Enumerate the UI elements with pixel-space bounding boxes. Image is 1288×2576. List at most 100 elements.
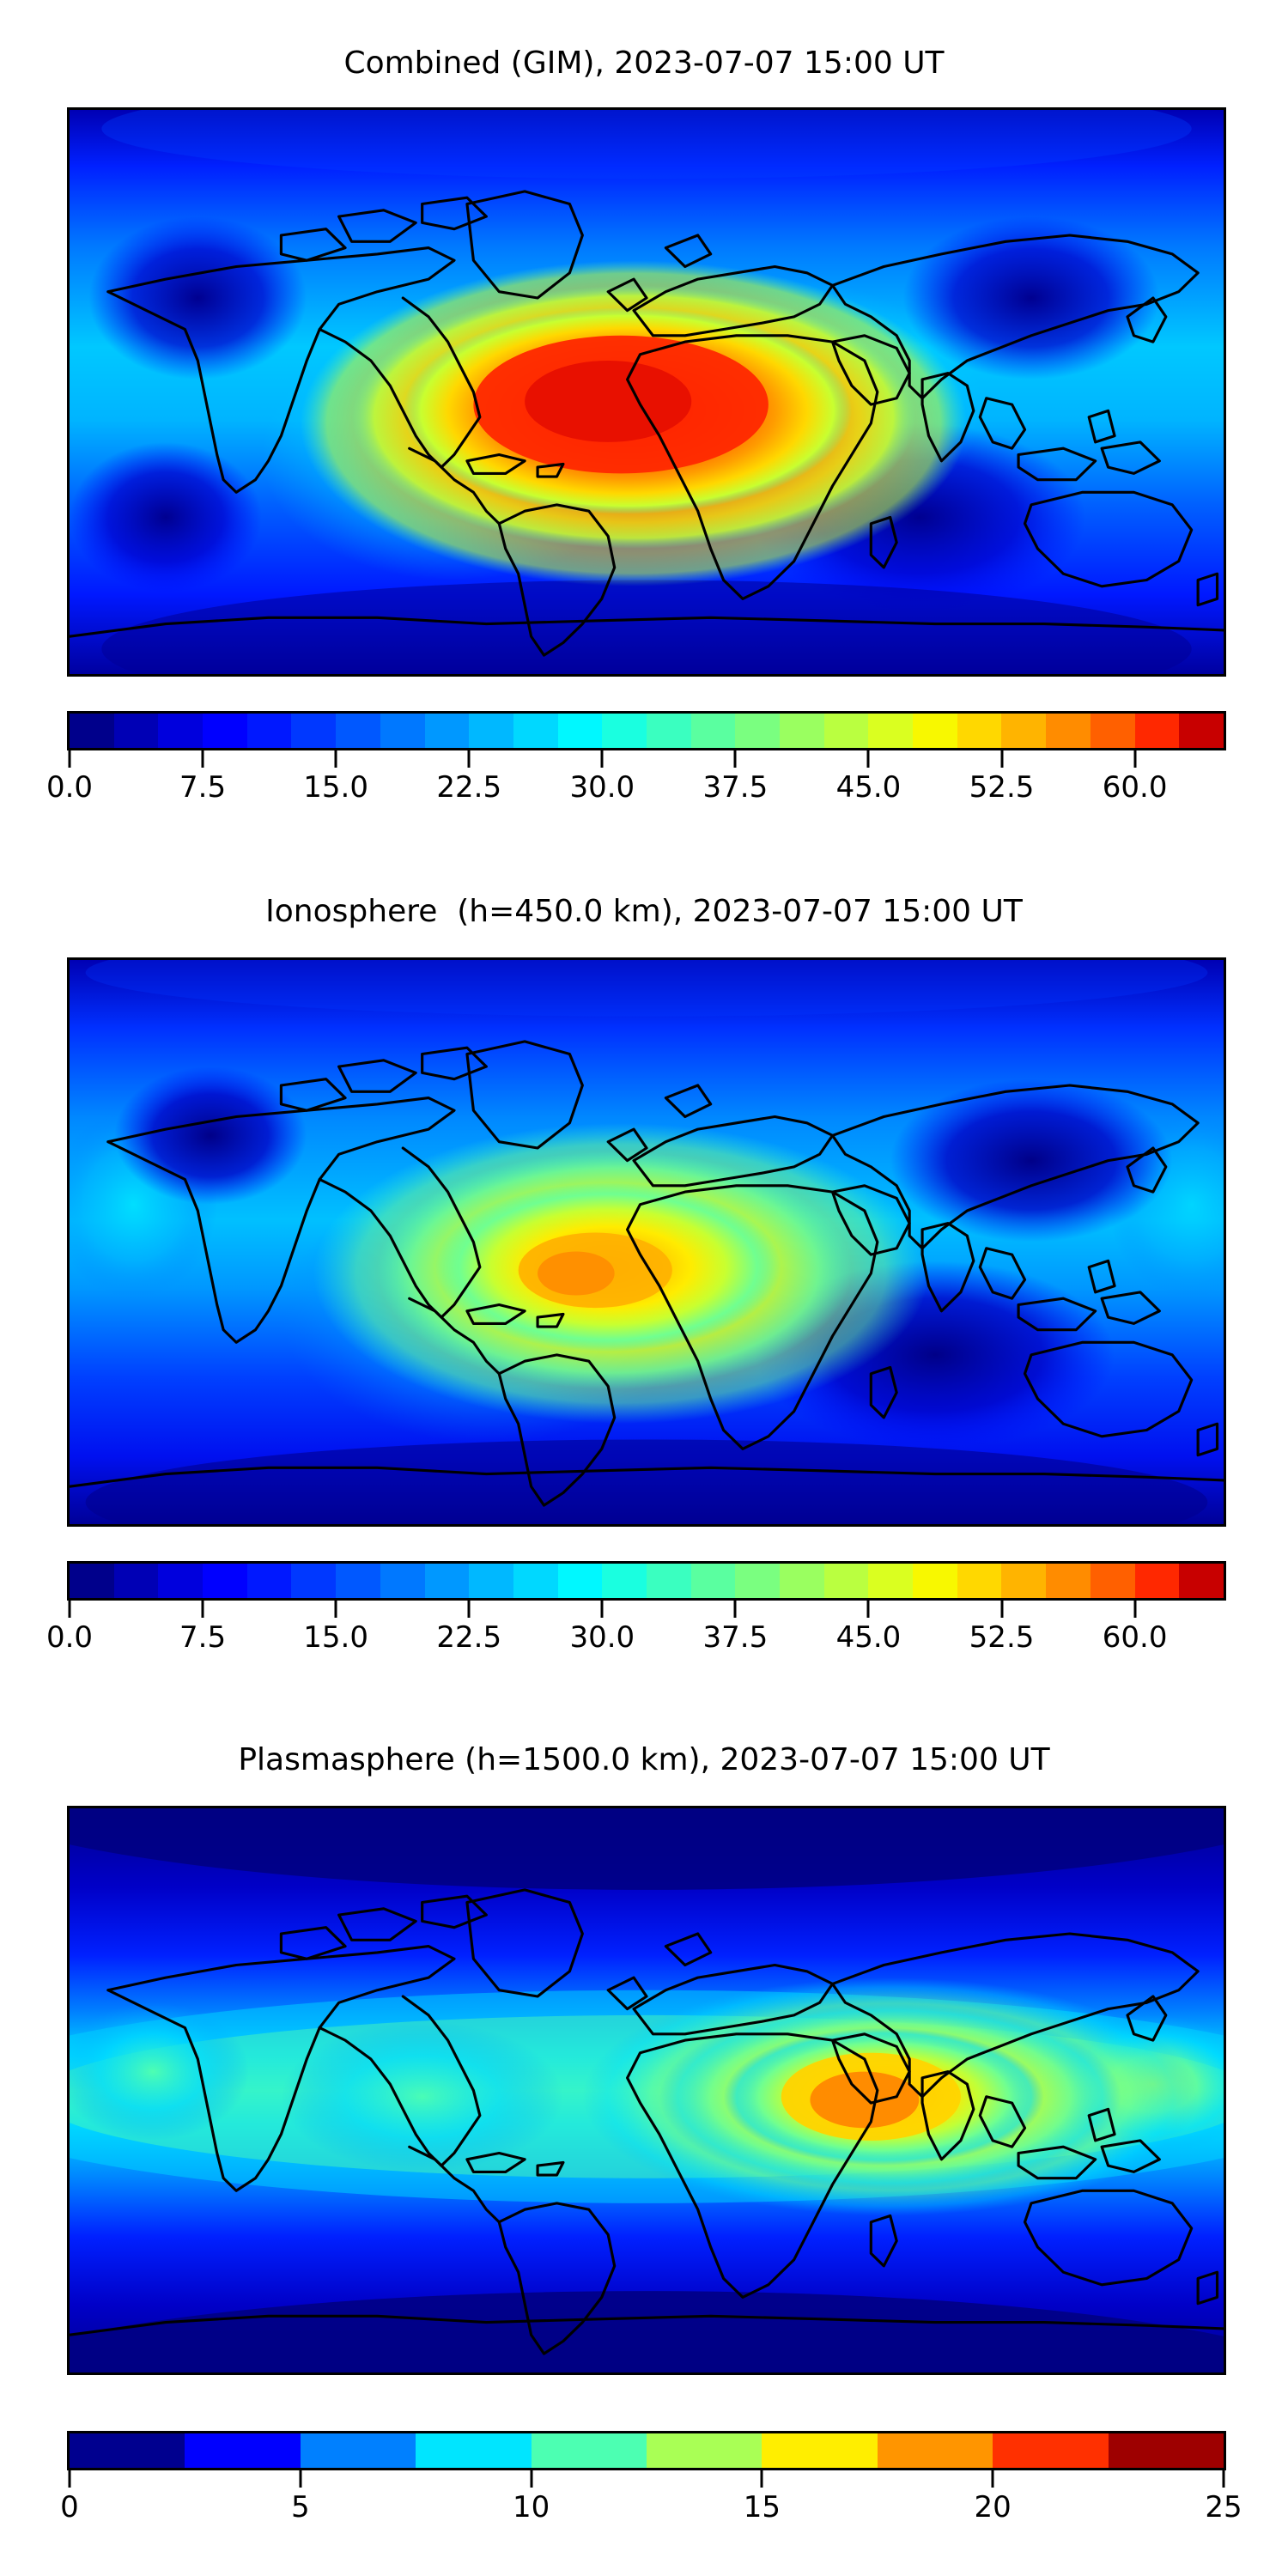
colorbar-tick	[530, 2470, 533, 2488]
colorbar-segment	[957, 1564, 1002, 1598]
colorbar-tick-label: 60.0	[1102, 770, 1168, 805]
colorbar-combined[interactable]: 0.0 7.5 15.0 22.5 30.0 37.5 45.0 52.5 60.0	[46, 711, 1226, 809]
colorbar-segment	[557, 714, 603, 748]
colorbar-tick	[68, 2470, 71, 2488]
map-plasmasphere[interactable]	[67, 1806, 1226, 2375]
colorbar-tick-label: 0.0	[46, 1620, 94, 1655]
colorbar-tick	[866, 1601, 870, 1618]
panel-title-ionosphere: Ionosphere (h=450.0 km), 2023-07-07 15:0…	[265, 894, 1023, 929]
colorbar-tick-label: 52.5	[969, 770, 1035, 805]
colorbar-segment	[823, 714, 869, 748]
colorbar-segment	[780, 1564, 824, 1598]
colorbar-ionosphere-ticks	[67, 1601, 1226, 1619]
colorbar-segment	[690, 714, 736, 748]
colorbar-combined-ticks	[67, 750, 1226, 769]
map-ionosphere[interactable]	[67, 957, 1226, 1527]
colorbar-segment	[823, 1564, 869, 1598]
colorbar-plasmasphere-ticks	[67, 2470, 1226, 2489]
colorbar-plasmasphere[interactable]: 0 5 10 15 20 25	[60, 2431, 1242, 2529]
colorbar-segment	[70, 2433, 185, 2468]
colorbar-tick	[1133, 750, 1137, 768]
colorbar-segment	[246, 714, 292, 748]
colorbar-tick-label: 22.5	[436, 770, 502, 805]
colorbar-tick-label: 15.0	[303, 1620, 368, 1655]
colorbar-segment	[70, 714, 114, 748]
colorbar-tick	[201, 750, 204, 768]
colorbar-segment	[868, 714, 914, 748]
colorbar-segment	[1134, 1564, 1180, 1598]
colorbar-tick	[299, 2470, 302, 2488]
colorbar-tick-label: 7.5	[179, 770, 227, 805]
colorbar-segment	[300, 2433, 416, 2468]
colorbar-segment	[531, 2433, 647, 2468]
colorbar-plasmasphere-labels: 0 5 10 15 20 25	[60, 2489, 1242, 2529]
colorbar-segment	[868, 1564, 914, 1598]
colorbar-segment	[762, 2433, 878, 2468]
colorbar-segment	[380, 1564, 425, 1598]
colorbar-segment	[646, 1564, 691, 1598]
colorbar-segment	[424, 1564, 470, 1598]
colorbar-tick	[760, 2470, 763, 2488]
panel-ionosphere: Ionosphere (h=450.0 km), 2023-07-07 15:0…	[0, 850, 1288, 1709]
colorbar-segment	[416, 2433, 532, 2468]
colorbar-segment	[690, 1564, 736, 1598]
colorbar-segment	[380, 714, 425, 748]
colorbar-segment	[469, 714, 513, 748]
colorbar-segment	[557, 1564, 603, 1598]
colorbar-segment	[602, 714, 647, 748]
colorbar-segment	[203, 1564, 247, 1598]
panel-plasmasphere: Plasmasphere (h=1500.0 km), 2023-07-07 1…	[0, 1704, 1288, 2576]
colorbar-segment	[424, 714, 470, 748]
colorbar-tick-label: 60.0	[1102, 1620, 1168, 1655]
map-plasmasphere-inner	[70, 1808, 1224, 2372]
colorbar-segment	[602, 1564, 647, 1598]
panel-title-plasmasphere: Plasmasphere (h=1500.0 km), 2023-07-07 1…	[238, 1742, 1050, 1777]
panel-combined: Combined (GIM), 2023-07-07 15:00 UT	[0, 0, 1288, 824]
colorbar-segment	[469, 1564, 513, 1598]
colorbar-segment	[113, 1564, 159, 1598]
colorbar-tick-label: 7.5	[179, 1620, 227, 1655]
map-combined[interactable]	[67, 107, 1226, 677]
colorbar-tick	[1222, 2470, 1225, 2488]
map-combined-svg	[70, 110, 1224, 674]
colorbar-tick	[600, 1601, 604, 1618]
colorbar-tick	[334, 1601, 337, 1618]
colorbar-segment	[291, 1564, 337, 1598]
colorbar-tick-label: 22.5	[436, 1620, 502, 1655]
colorbar-segment	[735, 1564, 780, 1598]
colorbar-tick-label: 25	[1205, 2490, 1242, 2524]
colorbar-plasmasphere-strip	[67, 2431, 1226, 2470]
colorbar-tick	[467, 750, 471, 768]
colorbar-tick	[733, 750, 737, 768]
colorbar-ionosphere[interactable]: 0.0 7.5 15.0 22.5 30.0 37.5 45.0 52.5 60.0	[46, 1561, 1226, 1659]
colorbar-segment	[291, 714, 337, 748]
colorbar-segment	[158, 1564, 204, 1598]
colorbar-tick	[68, 750, 71, 768]
colorbar-tick-label: 10	[512, 2490, 550, 2524]
colorbar-segment	[1179, 1564, 1224, 1598]
colorbar-segment	[1179, 714, 1224, 748]
colorbar-segment	[203, 714, 247, 748]
colorbar-segment	[185, 2433, 301, 2468]
colorbar-segment	[913, 1564, 957, 1598]
colorbar-segment	[1046, 714, 1091, 748]
colorbar-tick-label: 15.0	[303, 770, 368, 805]
colorbar-segment	[336, 714, 380, 748]
colorbar-tick	[201, 1601, 204, 1618]
colorbar-tick	[1000, 750, 1004, 768]
colorbar-combined-strip	[67, 711, 1226, 750]
colorbar-segment	[513, 1564, 558, 1598]
colorbar-tick-label: 15	[743, 2490, 781, 2524]
colorbar-segment	[1108, 2433, 1224, 2468]
colorbar-tick	[733, 1601, 737, 1618]
colorbar-tick	[1133, 1601, 1137, 1618]
colorbar-tick	[991, 2470, 994, 2488]
colorbar-segment	[1046, 1564, 1091, 1598]
colorbar-tick-label: 20	[974, 2490, 1012, 2524]
colorbar-ionosphere-labels: 0.0 7.5 15.0 22.5 30.0 37.5 45.0 52.5 60.0	[46, 1619, 1226, 1659]
colorbar-tick-label: 45.0	[835, 1620, 902, 1655]
colorbar-tick-label: 30.0	[569, 770, 635, 805]
colorbar-tick-label: 0	[60, 2490, 79, 2524]
map-plasmasphere-svg	[70, 1808, 1224, 2372]
colorbar-segment	[913, 714, 957, 748]
